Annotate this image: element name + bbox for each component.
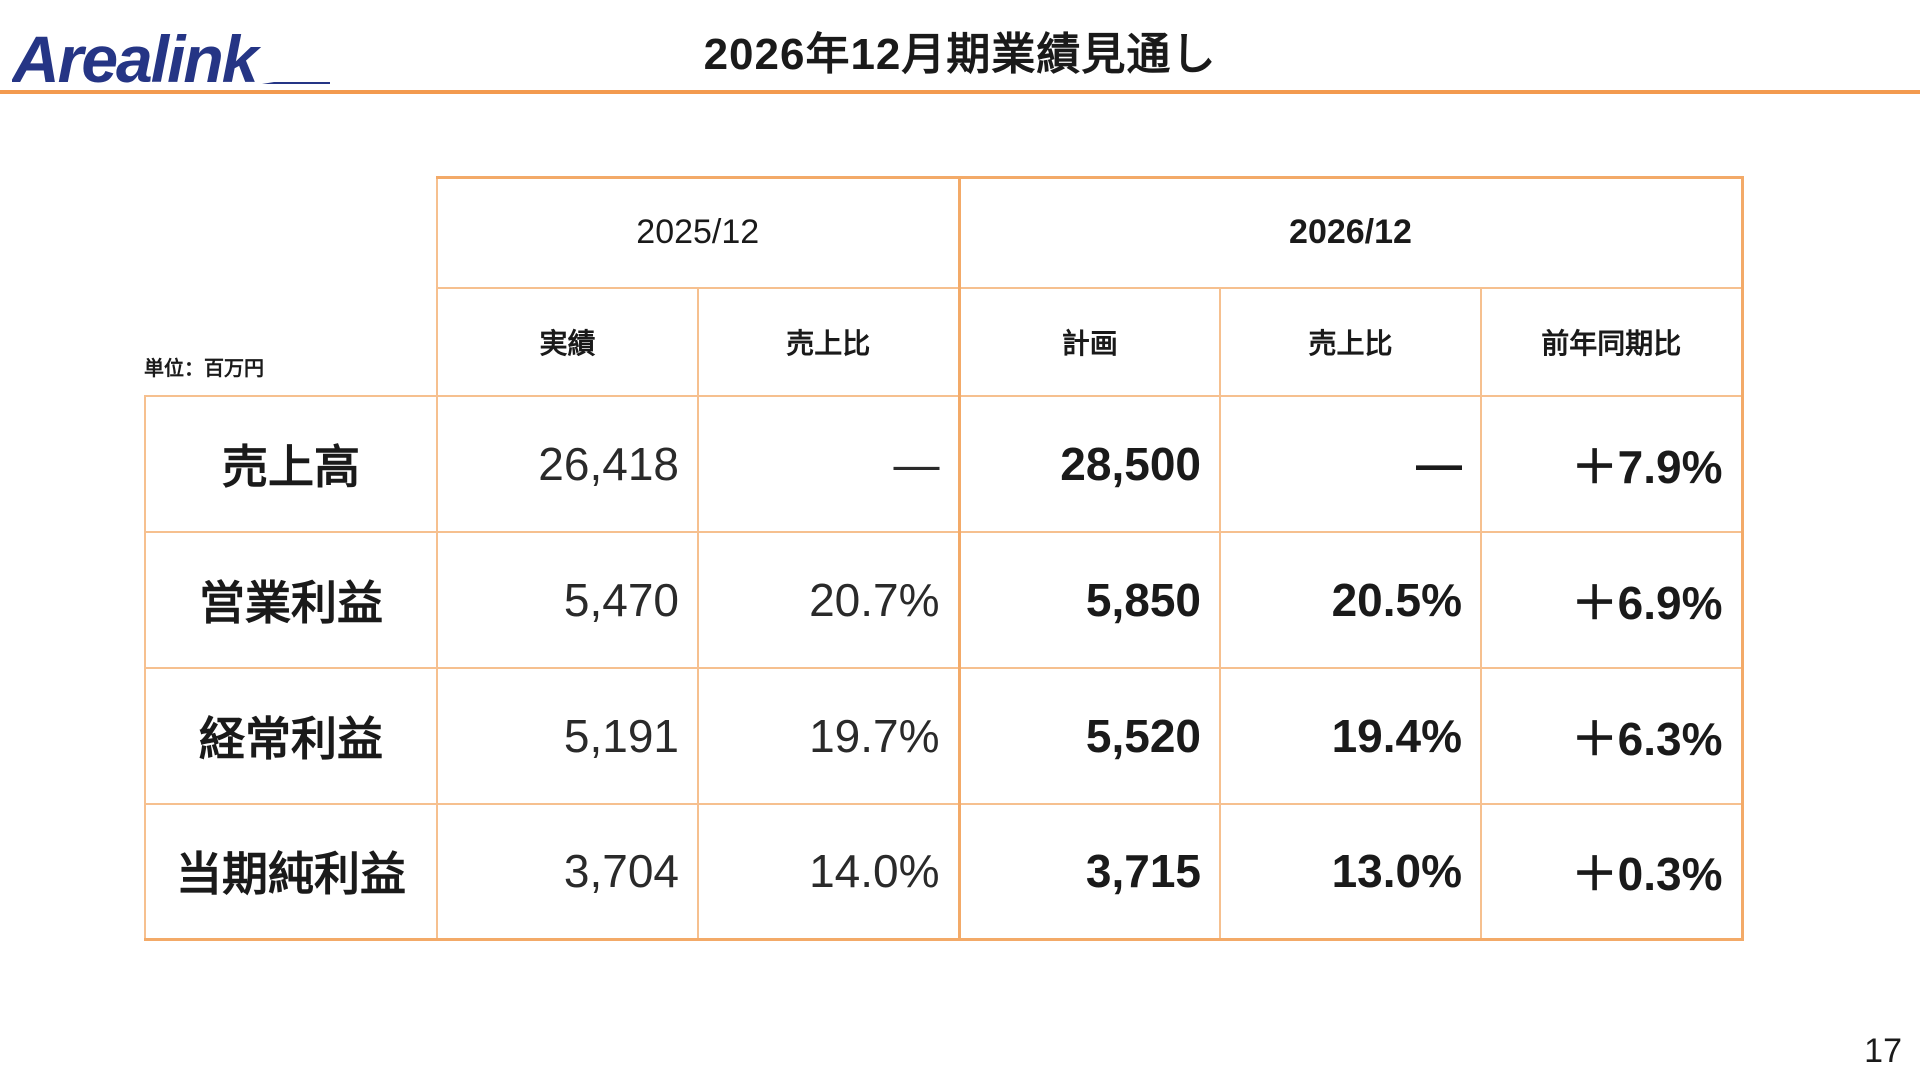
corner-blank-2 [145,287,437,397]
table-row: 売上高 26,418 ― 28,500 ― ＋7.9% [144,394,1744,533]
slide-header: Arealink 2026年12月期業績見通し [0,0,1920,96]
cell-actual-ratio: 14.0% [697,802,960,941]
year-header-row: 2025/12 2026/12 [145,176,1744,289]
page-title: 2026年12月期業績見通し [703,30,1217,79]
row-label-net-income: 当期純利益 [144,802,438,941]
cell-plan-ratio: 19.4% [1219,666,1482,805]
arealink-logo: Arealink [12,24,332,88]
logo-swoosh [262,82,330,84]
page-number: 17 [1864,1032,1902,1070]
earnings-forecast-table: 2025/12 2026/12 実績 売上比 計画 売上比 前年同期比 売上高 … [144,176,1744,941]
column-header-actual: 実績 [436,286,699,397]
cell-actual-ratio: 19.7% [697,666,960,805]
year-header-2026: 2026/12 [957,176,1744,289]
cell-yoy: ＋6.3% [1480,666,1744,805]
cell-plan: 5,520 [957,666,1221,805]
cell-yoy: ＋6.9% [1480,530,1744,669]
cell-plan-ratio: ― [1219,394,1482,533]
logo-graphic: Arealink [12,24,330,88]
header-divider [0,90,1920,94]
cell-actual: 3,704 [436,802,699,941]
cell-actual-ratio: ― [697,394,960,533]
cell-plan: 28,500 [957,394,1221,533]
row-label-sales: 売上高 [144,394,438,533]
table-row: 営業利益 5,470 20.7% 5,850 20.5% ＋6.9% [144,530,1744,669]
cell-plan-ratio: 13.0% [1219,802,1482,941]
table-row: 経常利益 5,191 19.7% 5,520 19.4% ＋6.3% [144,666,1744,805]
logo-wordmark: Arealink [12,24,262,88]
column-header-plan-ratio: 売上比 [1219,286,1482,397]
cell-yoy: ＋0.3% [1480,802,1744,941]
cell-actual-ratio: 20.7% [697,530,960,669]
year-header-2025: 2025/12 [436,176,960,289]
cell-yoy: ＋7.9% [1480,394,1744,533]
cell-plan: 3,715 [957,802,1221,941]
row-label-operating-income: 営業利益 [144,530,438,669]
table-row: 当期純利益 3,704 14.0% 3,715 13.0% ＋0.3% [144,802,1744,941]
cell-plan: 5,850 [957,530,1221,669]
corner-blank [145,178,437,288]
column-header-actual-ratio: 売上比 [697,286,960,397]
cell-actual: 5,191 [436,666,699,805]
column-header-row: 実績 売上比 計画 売上比 前年同期比 [145,286,1744,397]
cell-plan-ratio: 20.5% [1219,530,1482,669]
row-label-ordinary-income: 経常利益 [144,666,438,805]
column-header-plan: 計画 [957,286,1221,397]
column-header-yoy: 前年同期比 [1480,286,1744,397]
cell-actual: 5,470 [436,530,699,669]
cell-actual: 26,418 [436,394,699,533]
